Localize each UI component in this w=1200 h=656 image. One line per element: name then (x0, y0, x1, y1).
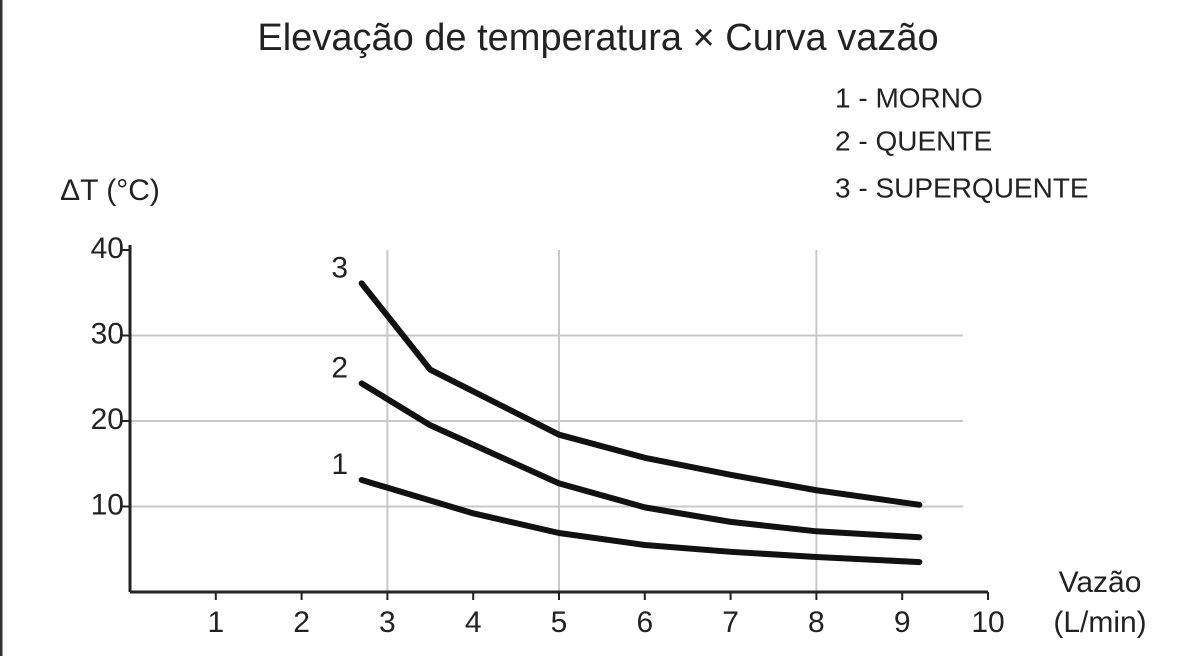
curve-label: 2 (331, 351, 348, 384)
x-axis-label: (L/min) (1053, 606, 1146, 639)
x-tick-label: 2 (293, 606, 310, 639)
x-tick-label: 3 (379, 606, 396, 639)
y-tick-label: 30 (91, 317, 124, 350)
x-tick-label: 6 (636, 606, 653, 639)
y-tick-label: 40 (91, 232, 124, 265)
chart-title: Elevação de temperatura × Curva vazão (257, 17, 938, 59)
x-tick-label: 7 (722, 606, 739, 639)
legend-entry: 2 - QUENTE (835, 125, 992, 156)
y-tick-label: 20 (91, 403, 124, 436)
curve (358, 380, 923, 541)
x-tick-label: 4 (465, 606, 482, 639)
x-tick-label: 1 (207, 606, 224, 639)
legend-entry: 3 - SUPERQUENTE (835, 172, 1089, 203)
curve (358, 280, 923, 508)
x-tick-label: 8 (808, 606, 825, 639)
curve-label: 1 (331, 448, 348, 481)
curve-label: 3 (331, 251, 348, 284)
x-tick-label: 9 (894, 606, 911, 639)
legend-entry: 1 - MORNO (835, 82, 983, 113)
y-tick-label: 10 (91, 488, 124, 521)
x-tick-label: 5 (551, 606, 568, 639)
x-axis-label: Vazão (1059, 566, 1142, 599)
y-axis-label: ΔT (°C) (60, 174, 160, 207)
x-tick-label: 10 (971, 606, 1004, 639)
curve (358, 476, 923, 566)
